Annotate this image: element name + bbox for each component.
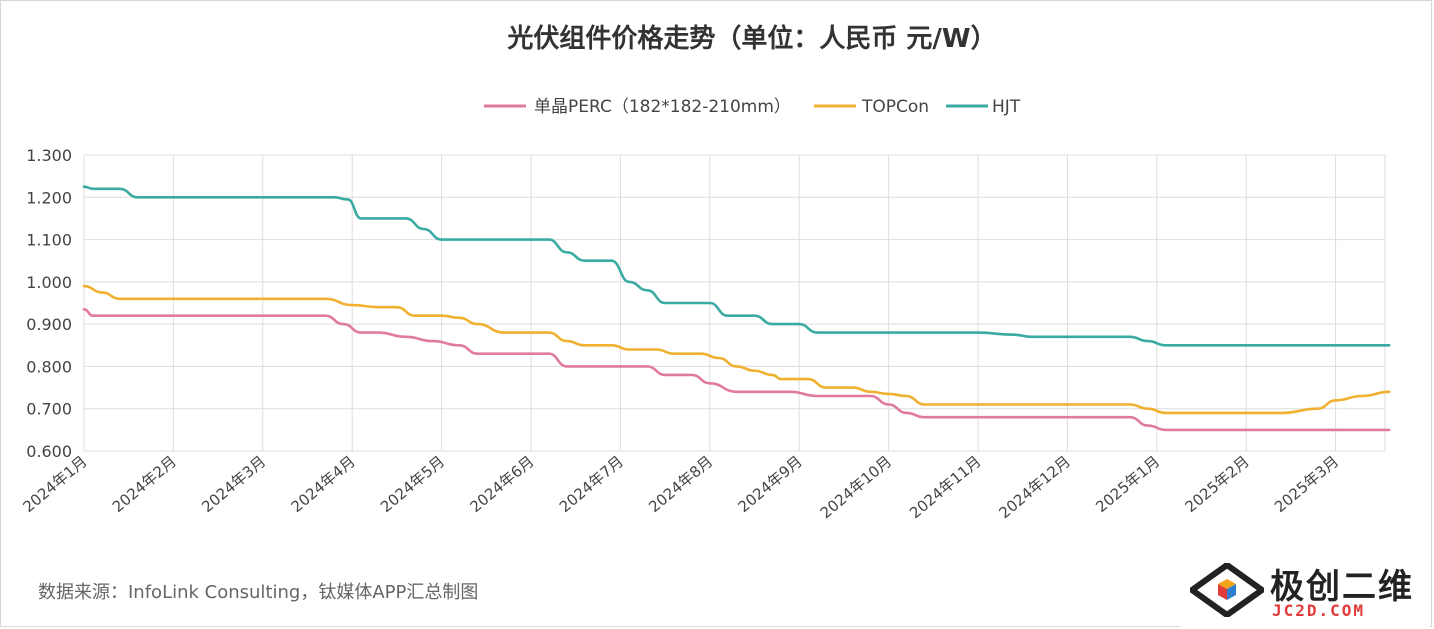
source-note: 数据来源：InfoLink Consulting，钛媒体APP汇总制图 bbox=[38, 582, 478, 603]
x-tick-label: 2024年6月 bbox=[466, 452, 537, 516]
x-tick-label: 2025年3月 bbox=[1271, 452, 1342, 516]
jc2d-logo-icon bbox=[1190, 563, 1264, 617]
y-tick-label: 1.000 bbox=[26, 273, 72, 292]
y-tick-label: 0.700 bbox=[26, 400, 72, 419]
y-axis: 1.300 1.200 1.100 1.000 0.900 0.800 0.700 0.600 bbox=[26, 146, 72, 461]
legend: 单晶PERC（182*182-210mm） TOPCon HJT bbox=[484, 97, 1021, 117]
watermark-url: JC2D.COM bbox=[1272, 601, 1366, 620]
y-tick-label: 0.900 bbox=[26, 315, 72, 334]
series-line-topcon[interactable] bbox=[82, 284, 1391, 415]
x-tick-label: 2025年2月 bbox=[1182, 452, 1253, 516]
grid bbox=[83, 154, 1386, 452]
y-tick-label: 1.300 bbox=[26, 146, 72, 165]
x-tick-label: 2024年10月 bbox=[817, 452, 895, 522]
x-tick-label: 2024年4月 bbox=[288, 452, 359, 516]
x-tick-label: 2024年11月 bbox=[906, 452, 984, 522]
x-tick-label: 2025年1月 bbox=[1092, 452, 1163, 516]
legend-label-topcon: TOPCon bbox=[861, 97, 929, 117]
x-axis: 2024年1月 2024年2月 2024年3月 2024年4月 2024年5月 2024年… bbox=[19, 452, 1342, 522]
legend-item-hjt[interactable]: HJT bbox=[946, 97, 1021, 117]
y-tick-label: 0.600 bbox=[26, 442, 72, 461]
watermark: 极创二维 JC2D.COM bbox=[1180, 553, 1430, 627]
watermark-name: 极创二维 bbox=[1270, 567, 1414, 607]
x-tick-label: 2024年9月 bbox=[735, 452, 806, 516]
y-tick-label: 0.800 bbox=[26, 357, 72, 376]
x-tick-label: 2024年2月 bbox=[109, 452, 180, 516]
x-tick-label: 2024年7月 bbox=[556, 452, 627, 516]
x-tick-label: 2024年12月 bbox=[996, 452, 1074, 522]
series-line-perc[interactable] bbox=[82, 308, 1391, 432]
x-tick-label: 2024年1月 bbox=[19, 452, 90, 516]
y-tick-label: 1.100 bbox=[26, 231, 72, 250]
chart-title: 光伏组件价格走势（单位：人民币 元/W） bbox=[506, 23, 996, 54]
legend-label-perc: 单晶PERC（182*182-210mm） bbox=[534, 97, 791, 117]
series-line-hjt[interactable] bbox=[82, 185, 1391, 347]
legend-item-perc[interactable]: 单晶PERC（182*182-210mm） bbox=[484, 97, 791, 117]
x-tick-label: 2024年8月 bbox=[645, 452, 716, 516]
series-lines bbox=[82, 185, 1391, 432]
y-tick-label: 1.200 bbox=[26, 188, 72, 207]
x-tick-label: 2024年5月 bbox=[377, 452, 448, 516]
legend-label-hjt: HJT bbox=[992, 97, 1021, 117]
x-tick-label: 2024年3月 bbox=[198, 452, 269, 516]
legend-item-topcon[interactable]: TOPCon bbox=[814, 97, 929, 117]
